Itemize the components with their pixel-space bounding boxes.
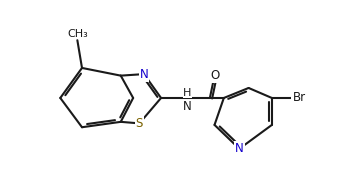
Text: Br: Br — [292, 91, 306, 105]
Text: N: N — [140, 68, 148, 81]
Text: CH₃: CH₃ — [67, 29, 88, 39]
Text: S: S — [136, 117, 143, 130]
Text: N: N — [183, 100, 192, 113]
Text: H: H — [183, 88, 192, 98]
Text: O: O — [210, 69, 219, 82]
Text: N: N — [235, 142, 244, 155]
